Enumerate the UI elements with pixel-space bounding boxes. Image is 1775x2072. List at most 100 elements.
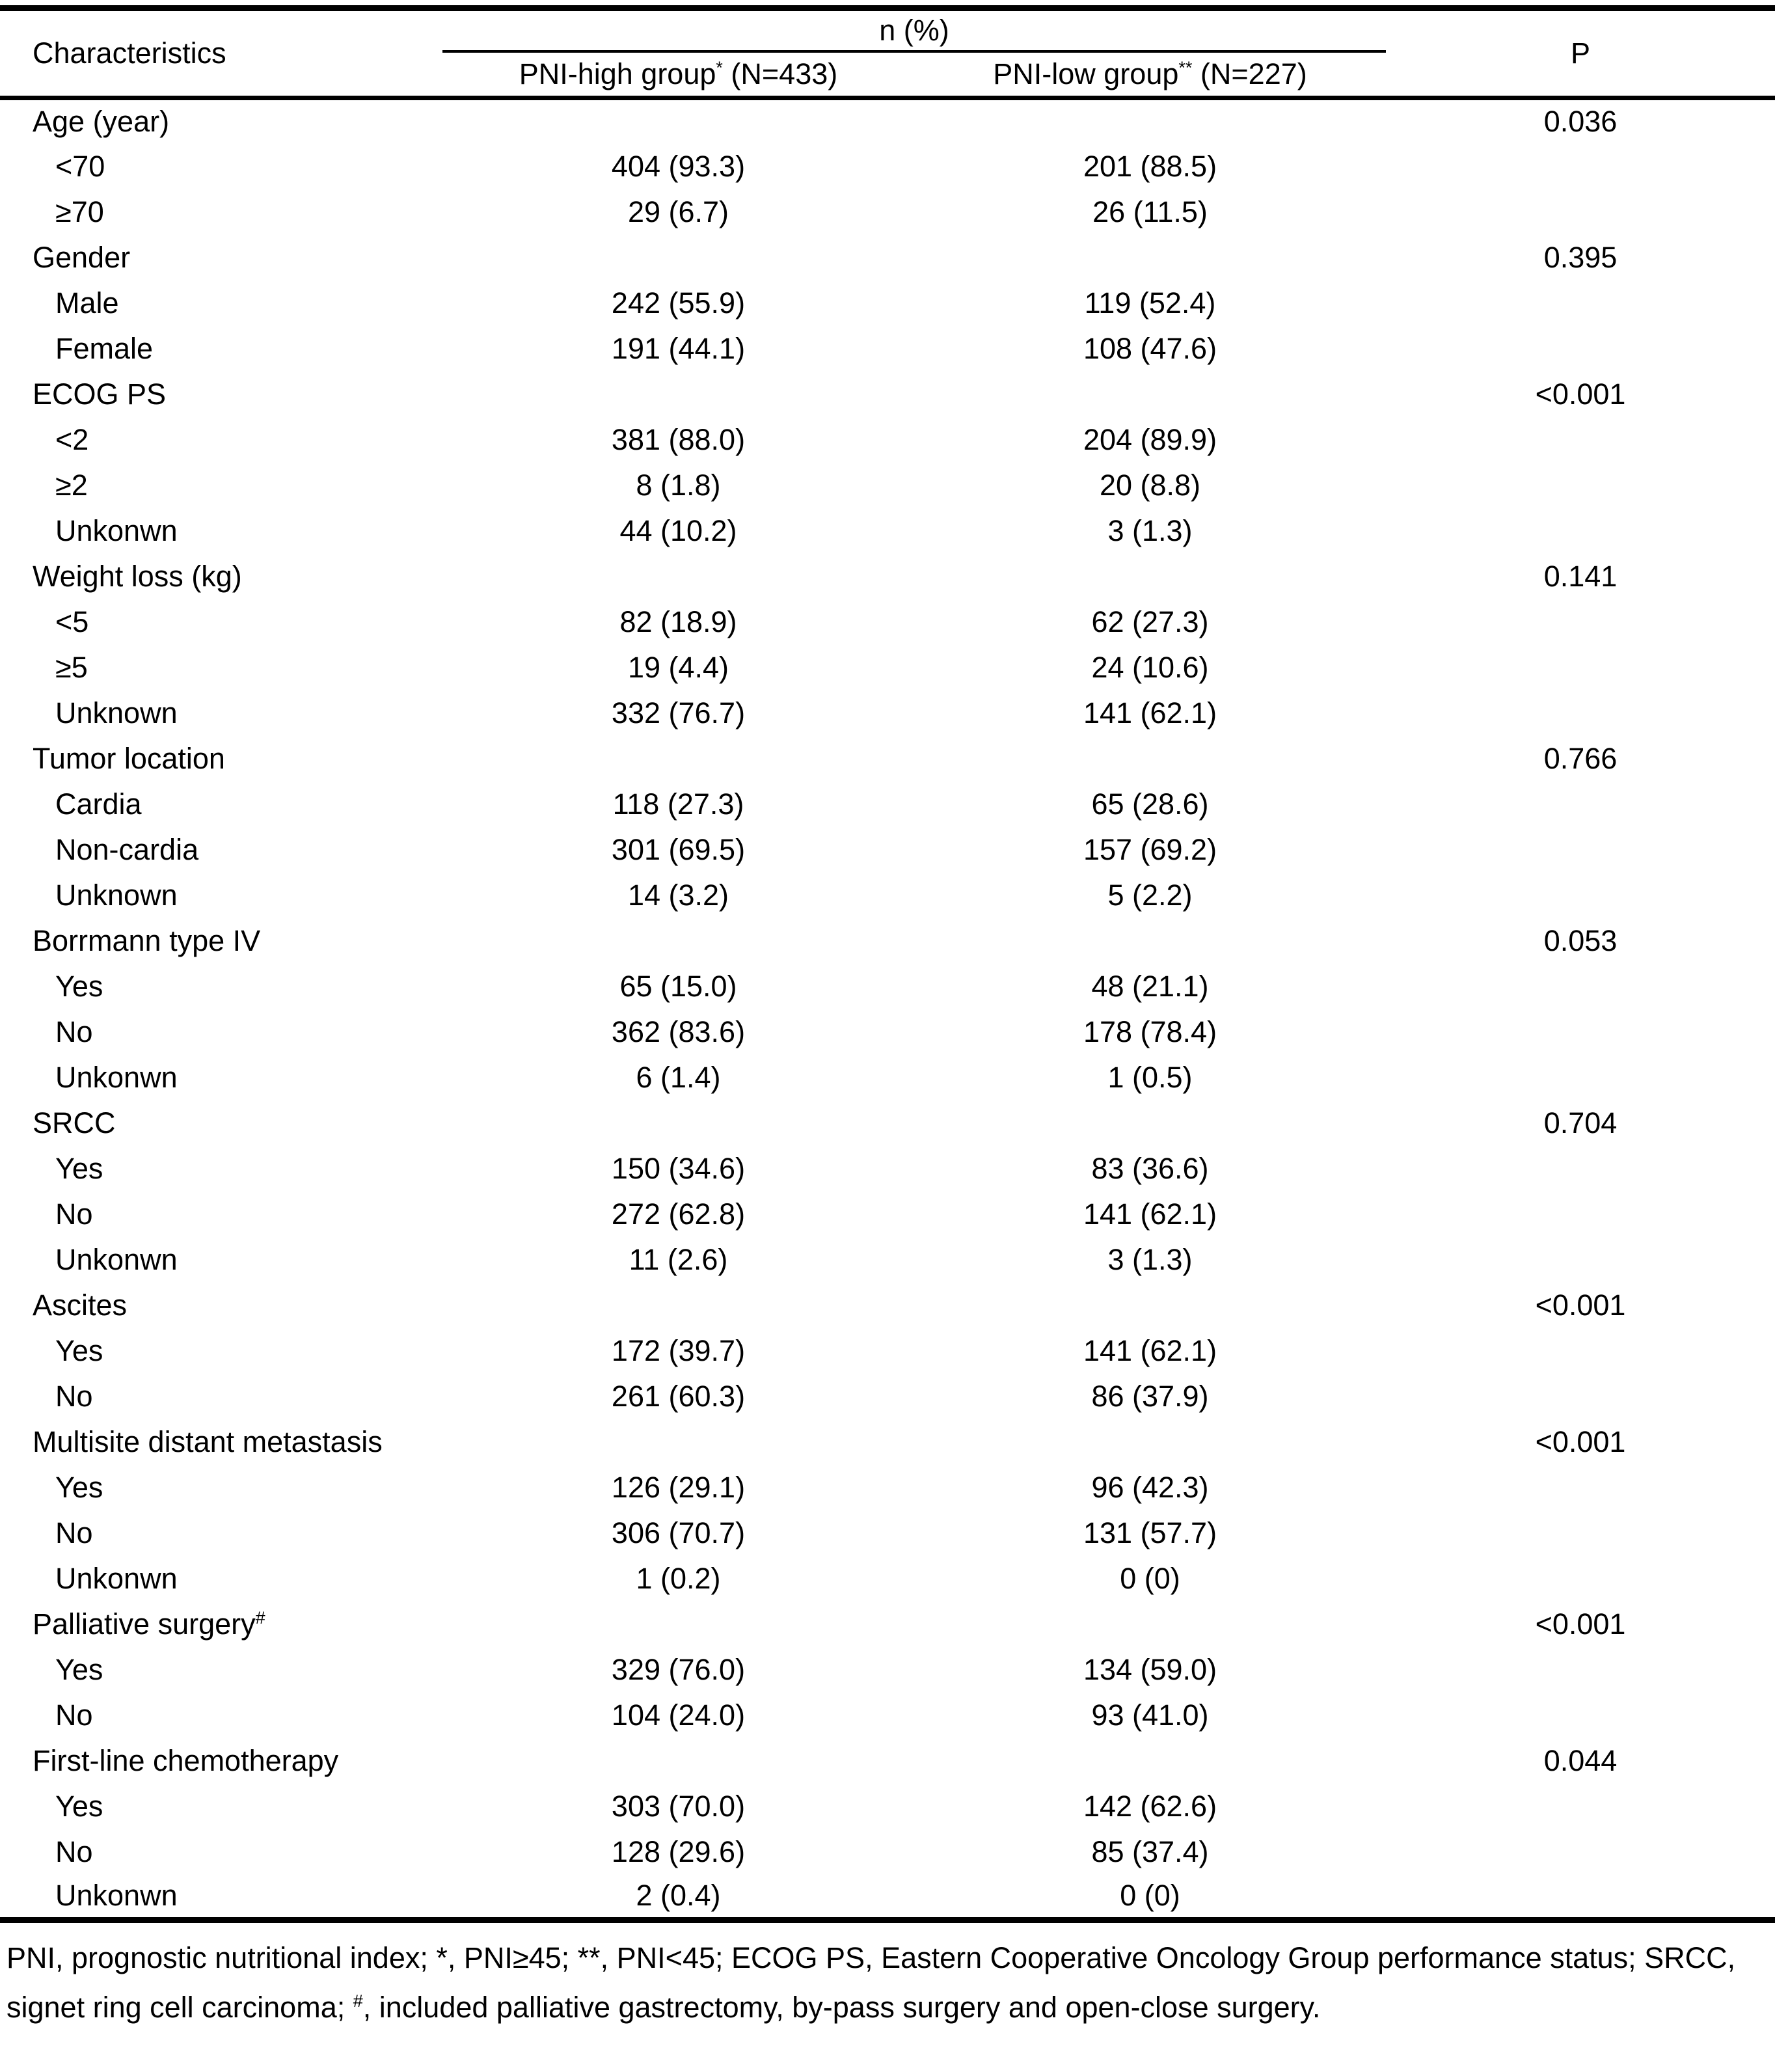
table-row-sub: Non-cardia 301 (69.5) 157 (69.2): [0, 827, 1775, 873]
p-value: [1386, 189, 1775, 235]
row-label: Gender: [33, 240, 131, 274]
row-label: Yes: [55, 1789, 103, 1823]
pni-high-value: 191 (44.1): [611, 331, 746, 365]
pni-low-value: 20 (8.8): [1099, 468, 1201, 502]
pni-low-value: 93 (41.0): [1091, 1698, 1209, 1732]
row-label: ≥5: [55, 650, 88, 684]
p-value: 0.395: [1543, 240, 1618, 274]
row-label: Unknown: [55, 878, 178, 912]
p-value: [1386, 1374, 1775, 1419]
table-row-sub: Yes 126 (29.1) 96 (42.3): [0, 1465, 1775, 1510]
row-label: No: [55, 1698, 93, 1732]
table-row-sub: ≥5 19 (4.4) 24 (10.6): [0, 645, 1775, 690]
table-header: Characteristics n (%) P PNI-high group* …: [0, 8, 1775, 100]
pni-low-value: 1 (0.5): [1107, 1060, 1193, 1094]
p-value: [1386, 508, 1775, 554]
table-row-category: First-line chemotherapy 0.044: [0, 1738, 1775, 1784]
pni-high-value: 306 (70.7): [611, 1516, 746, 1549]
pni-low-value: [914, 235, 1386, 280]
header-row-1: Characteristics n (%) P: [0, 8, 1775, 100]
table-row-sub: Unknown 14 (3.2) 5 (2.2): [0, 873, 1775, 918]
table-row-sub: Unkonwn 2 (0.4) 0 (0): [0, 1875, 1775, 1920]
header-row-2: PNI-high group* (N=433) PNI-low group** …: [0, 51, 1775, 100]
pni-low-group-label: PNI-low group: [993, 57, 1179, 90]
p-value: [1386, 417, 1775, 463]
row-label: <70: [55, 149, 105, 183]
pni-high-group-label: PNI-high group: [519, 57, 716, 90]
row-label: ≥2: [55, 468, 88, 502]
row-label: Unkonwn: [55, 1879, 178, 1913]
pni-high-value: [442, 736, 914, 782]
pni-low-value: 26 (11.5): [1092, 195, 1208, 228]
table-row-category: Multisite distant metastasis <0.001: [0, 1419, 1775, 1465]
table-row-sub: No 104 (24.0) 93 (41.0): [0, 1693, 1775, 1738]
pni-low-value: [914, 554, 1386, 599]
pni-high-value: 14 (3.2): [627, 878, 729, 912]
pni-high-value: 8 (1.8): [636, 468, 721, 502]
table-row-sub: Unknown 332 (76.7) 141 (62.1): [0, 690, 1775, 736]
p-value: [1386, 280, 1775, 326]
table-body: Age (year) 0.036 <70 404 (93.3) 201 (88.5) ≥7…: [0, 98, 1775, 1920]
table-row-sub: No 272 (62.8) 141 (62.1): [0, 1192, 1775, 1237]
pni-low-value: 131 (57.7): [1083, 1516, 1217, 1549]
pni-low-value: [914, 736, 1386, 782]
table-row-category: Weight loss (kg) 0.141: [0, 554, 1775, 599]
table-row-category: Gender 0.395: [0, 235, 1775, 280]
pni-low-value: 3 (1.3): [1107, 513, 1193, 547]
p-value: 0.766: [1543, 741, 1618, 775]
p-value: [1386, 1693, 1775, 1738]
row-label: Palliative surgery#: [33, 1607, 265, 1641]
row-label: Tumor location: [33, 741, 225, 775]
p-value: [1386, 326, 1775, 372]
row-label: Yes: [55, 969, 103, 1003]
table-row-sub: Unkonwn 1 (0.2) 0 (0): [0, 1556, 1775, 1602]
row-label: Unknown: [55, 696, 178, 729]
pni-high-value: [442, 1283, 914, 1328]
column-header-pni-low-group: PNI-low group** (N=227): [914, 51, 1387, 100]
pni-low-value: 119 (52.4): [1084, 286, 1216, 320]
row-label: No: [55, 1834, 93, 1868]
pni-high-value: [442, 235, 914, 280]
pni-high-value: [442, 98, 914, 144]
p-value: 0.036: [1543, 105, 1618, 139]
p-value: <0.001: [1535, 1424, 1626, 1458]
table-row-sub: Cardia 118 (27.3) 65 (28.6): [0, 782, 1775, 827]
row-label: Unkonwn: [55, 1242, 178, 1276]
p-value: [1386, 1556, 1775, 1602]
p-value: [1386, 782, 1775, 827]
pni-low-value: 5 (2.2): [1107, 878, 1193, 912]
double-asterisk-superscript: **: [1178, 57, 1193, 77]
table-row-category: Age (year) 0.036: [0, 98, 1775, 144]
row-label: ≥70: [55, 195, 104, 228]
row-label: Yes: [55, 1151, 103, 1185]
table-row-category: Borrmann type IV 0.053: [0, 918, 1775, 964]
pni-high-value: [442, 1419, 914, 1465]
table-row-sub: No 306 (70.7) 131 (57.7): [0, 1510, 1775, 1556]
pni-low-value: 201 (88.5): [1083, 149, 1217, 183]
p-value: [1386, 599, 1775, 645]
column-header-characteristics: Characteristics: [0, 8, 442, 100]
p-value: [1386, 1784, 1775, 1829]
footnote-line-2-pre: signet ring cell carcinoma;: [7, 1991, 353, 2024]
p-value: [1386, 873, 1775, 918]
p-value: [1386, 463, 1775, 508]
hash-superscript: #: [255, 1607, 265, 1628]
row-label: <2: [55, 422, 89, 456]
row-label: Borrmann type IV: [33, 923, 261, 957]
pni-high-value: 329 (76.0): [611, 1652, 746, 1686]
table-row-sub: Yes 150 (34.6) 83 (36.6): [0, 1146, 1775, 1192]
p-value: [1386, 1829, 1775, 1875]
p-value: [1386, 1146, 1775, 1192]
row-label: Female: [55, 331, 154, 365]
pni-high-value: 29 (6.7): [627, 195, 729, 228]
table-row-sub: Yes 303 (70.0) 142 (62.6): [0, 1784, 1775, 1829]
row-label: First-line chemotherapy: [33, 1743, 339, 1777]
pni-high-value: [442, 1738, 914, 1784]
table-row-sub: <5 82 (18.9) 62 (27.3): [0, 599, 1775, 645]
row-label: ECOG PS: [33, 377, 167, 411]
p-value: [1386, 1647, 1775, 1693]
footnote-line-2: signet ring cell carcinoma; #, included …: [7, 1983, 1768, 2032]
p-value: [1386, 827, 1775, 873]
pni-high-value: 44 (10.2): [619, 513, 737, 547]
pni-high-value: 362 (83.6): [611, 1015, 746, 1048]
